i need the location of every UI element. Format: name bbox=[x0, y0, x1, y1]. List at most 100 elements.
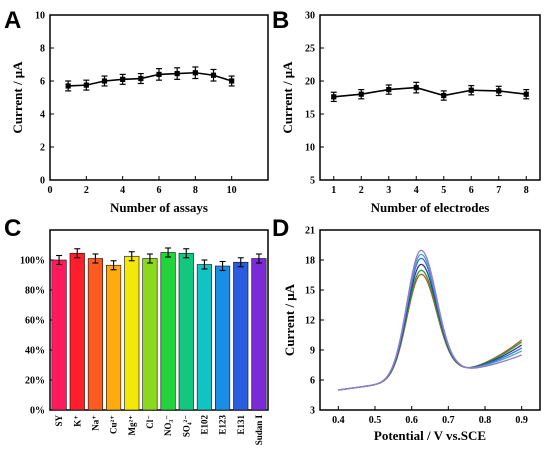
x-tick-label-B: 5 bbox=[441, 185, 446, 196]
bar-5 bbox=[142, 258, 158, 411]
axes-frame-B bbox=[319, 14, 541, 181]
dpv-curve-5 bbox=[338, 249, 522, 391]
bar-6 bbox=[160, 252, 176, 411]
panel-letter-C: C bbox=[4, 215, 21, 242]
y-axis-title-D: Current / μA bbox=[282, 283, 297, 356]
data-point-A bbox=[138, 75, 144, 82]
category-label: E123 bbox=[218, 415, 228, 435]
data-point-A bbox=[229, 78, 235, 84]
panel-letter-A: A bbox=[4, 7, 21, 34]
x-tick-label-D: 0.8 bbox=[479, 415, 492, 426]
x-tick-label-B: 7 bbox=[496, 185, 501, 196]
x-tick-label-B: 6 bbox=[469, 185, 474, 196]
y-tick-label-D: 3 bbox=[310, 406, 315, 417]
x-tick-label-D: 0.9 bbox=[515, 415, 528, 426]
x-tick-label-A: 8 bbox=[193, 185, 198, 196]
y-tick-label-B: 10 bbox=[305, 143, 315, 154]
y-tick-label-B: 20 bbox=[305, 77, 315, 88]
x-tick-label-B: 1 bbox=[331, 185, 336, 196]
data-point-A bbox=[83, 82, 89, 88]
x-axis-title-D: Potential / V vs.SCE bbox=[374, 428, 486, 443]
bar-2 bbox=[87, 258, 103, 411]
y-tick-label-A: 8 bbox=[40, 44, 45, 55]
data-point-B bbox=[496, 88, 502, 94]
data-point-B bbox=[358, 91, 364, 97]
data-point-B bbox=[386, 86, 392, 93]
y-tick-label-C: 80% bbox=[25, 286, 45, 297]
y-tick-label-B: 25 bbox=[305, 44, 315, 55]
panel-letter-B: B bbox=[272, 7, 289, 34]
x-tick-label-A: 0 bbox=[48, 185, 53, 196]
x-tick-label-D: 0.7 bbox=[442, 415, 455, 426]
x-axis-title-A: Number of assays bbox=[110, 200, 208, 215]
panel-letter-D: D bbox=[272, 215, 289, 242]
x-tick-label-A: 10 bbox=[227, 185, 237, 196]
y-tick-label-A: 6 bbox=[40, 77, 45, 88]
category-label: SY bbox=[54, 415, 64, 427]
category-label: Cu²⁺ bbox=[109, 415, 119, 434]
data-point-B bbox=[413, 85, 419, 91]
y-tick-label-A: 0 bbox=[40, 176, 45, 187]
x-tick-label-B: 4 bbox=[414, 185, 419, 196]
bar-1 bbox=[69, 252, 85, 411]
category-label: K⁺ bbox=[72, 415, 82, 427]
x-tick-label-B: 2 bbox=[359, 185, 364, 196]
data-point-A bbox=[101, 78, 108, 84]
data-point-B bbox=[523, 91, 529, 97]
bar-0 bbox=[51, 259, 67, 411]
data-point-A bbox=[65, 83, 71, 89]
category-label: SO₄²⁻ bbox=[181, 415, 191, 437]
bar-11 bbox=[251, 258, 267, 411]
x-tick-label-B: 8 bbox=[524, 185, 529, 196]
y-tick-label-A: 4 bbox=[40, 110, 45, 121]
y-tick-label-D: 21 bbox=[305, 226, 315, 237]
x-tick-label-A: 4 bbox=[120, 185, 125, 196]
x-tick-label-D: 0.6 bbox=[405, 415, 418, 426]
y-axis-title-B: Current / μA bbox=[280, 61, 295, 134]
x-axis-title-B: Number of electrodes bbox=[371, 200, 490, 215]
dpv-curve-0 bbox=[338, 273, 523, 391]
bar-7 bbox=[178, 252, 194, 411]
axes-frame-A bbox=[49, 14, 269, 181]
axes-frame-D bbox=[319, 229, 541, 411]
y-tick-label-B: 5 bbox=[310, 176, 315, 187]
y-tick-label-A: 10 bbox=[35, 11, 45, 22]
data-point-B bbox=[331, 94, 337, 100]
y-tick-label-D: 12 bbox=[305, 316, 315, 327]
y-tick-label-D: 18 bbox=[305, 256, 315, 267]
category-label: E131 bbox=[236, 415, 246, 435]
y-tick-label-D: 6 bbox=[310, 376, 315, 387]
y-tick-label-D: 15 bbox=[305, 286, 315, 297]
x-tick-label-B: 3 bbox=[386, 185, 391, 196]
series-line-A bbox=[68, 71, 232, 87]
x-tick-label-D: 0.4 bbox=[332, 415, 345, 426]
category-label: Sudan I bbox=[254, 415, 264, 446]
y-tick-label-B: 30 bbox=[305, 11, 315, 22]
y-tick-label-C: 100% bbox=[20, 256, 45, 267]
series-line-B bbox=[333, 86, 527, 98]
category-label: NO₃⁻ bbox=[163, 415, 173, 436]
y-tick-label-C: 20% bbox=[25, 376, 45, 387]
bar-8 bbox=[196, 264, 212, 411]
data-point-A bbox=[156, 71, 162, 77]
x-tick-label-D: 0.5 bbox=[369, 415, 382, 426]
category-label: Na⁺ bbox=[90, 415, 100, 431]
y-tick-label-C: 0% bbox=[30, 406, 45, 417]
y-tick-label-C: 40% bbox=[25, 346, 45, 357]
bar-10 bbox=[233, 261, 249, 411]
y-tick-label-D: 9 bbox=[310, 346, 315, 357]
bar-3 bbox=[106, 264, 122, 411]
bar-4 bbox=[124, 255, 140, 411]
category-label: E102 bbox=[199, 415, 209, 435]
y-tick-label-B: 15 bbox=[305, 110, 315, 121]
x-tick-label-A: 2 bbox=[84, 185, 89, 196]
category-label: Cl⁻ bbox=[145, 415, 155, 429]
data-point-B bbox=[468, 87, 474, 93]
x-tick-label-A: 6 bbox=[157, 185, 162, 196]
category-label: Mg²⁺ bbox=[127, 415, 137, 436]
y-axis-title-A: Current / μA bbox=[10, 61, 25, 134]
data-point-A bbox=[120, 76, 126, 82]
y-tick-label-A: 2 bbox=[40, 143, 45, 154]
data-point-A bbox=[174, 70, 180, 77]
